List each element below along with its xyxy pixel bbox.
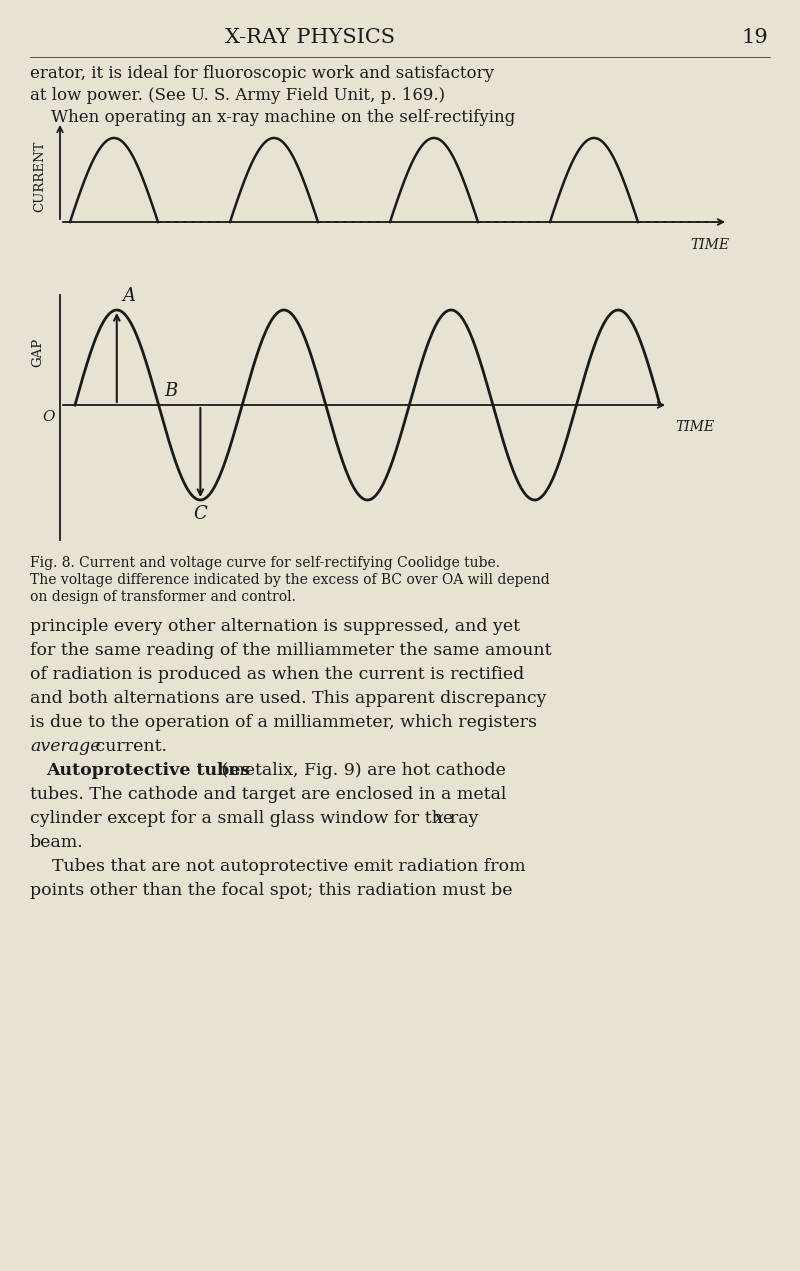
Text: B: B bbox=[165, 383, 178, 400]
Text: (metalix, Fig. 9) are hot cathode: (metalix, Fig. 9) are hot cathode bbox=[216, 763, 506, 779]
Text: A: A bbox=[122, 287, 136, 305]
Text: at low power. (See U. S. Army Field Unit, p. 169.): at low power. (See U. S. Army Field Unit… bbox=[30, 86, 445, 104]
Text: tubes. The cathode and target are enclosed in a metal: tubes. The cathode and target are enclos… bbox=[30, 785, 506, 803]
Text: of radiation is produced as when the current is rectified: of radiation is produced as when the cur… bbox=[30, 666, 524, 683]
Text: on design of transformer and control.: on design of transformer and control. bbox=[30, 590, 296, 604]
Text: Fig. 8. Current and voltage curve for self-rectifying Coolidge tube.: Fig. 8. Current and voltage curve for se… bbox=[30, 555, 500, 569]
Text: Autoprotective tubes: Autoprotective tubes bbox=[46, 763, 250, 779]
Text: is due to the operation of a milliammeter, which registers: is due to the operation of a milliammete… bbox=[30, 714, 537, 731]
Text: beam.: beam. bbox=[30, 834, 84, 852]
Text: Tubes that are not autoprotective emit radiation from: Tubes that are not autoprotective emit r… bbox=[30, 858, 526, 874]
Text: GAP: GAP bbox=[31, 338, 45, 367]
Text: for the same reading of the milliammeter the same amount: for the same reading of the milliammeter… bbox=[30, 642, 551, 658]
Text: TIME: TIME bbox=[675, 419, 714, 433]
Text: cylinder except for a small glass window for the: cylinder except for a small glass window… bbox=[30, 810, 458, 827]
Text: The voltage difference indicated by the excess of BC over OA will depend: The voltage difference indicated by the … bbox=[30, 573, 550, 587]
Text: TIME: TIME bbox=[690, 238, 730, 252]
Text: -ray: -ray bbox=[444, 810, 478, 827]
Text: points other than the focal spot; this radiation must be: points other than the focal spot; this r… bbox=[30, 882, 513, 899]
Text: When operating an x-ray machine on the self-rectifying: When operating an x-ray machine on the s… bbox=[30, 109, 515, 126]
Text: X-RAY PHYSICS: X-RAY PHYSICS bbox=[225, 28, 395, 47]
Text: 19: 19 bbox=[742, 28, 768, 47]
Text: average: average bbox=[30, 738, 101, 755]
Text: current.: current. bbox=[90, 738, 167, 755]
Text: O: O bbox=[42, 411, 55, 425]
Text: CURRENT: CURRENT bbox=[34, 140, 46, 212]
Text: x: x bbox=[434, 810, 444, 827]
Text: and both alternations are used. This apparent discrepancy: and both alternations are used. This app… bbox=[30, 690, 546, 707]
Text: C: C bbox=[194, 505, 207, 522]
Text: erator, it is ideal for fluoroscopic work and satisfactory: erator, it is ideal for fluoroscopic wor… bbox=[30, 65, 494, 83]
Text: principle every other alternation is suppressed, and yet: principle every other alternation is sup… bbox=[30, 618, 520, 636]
